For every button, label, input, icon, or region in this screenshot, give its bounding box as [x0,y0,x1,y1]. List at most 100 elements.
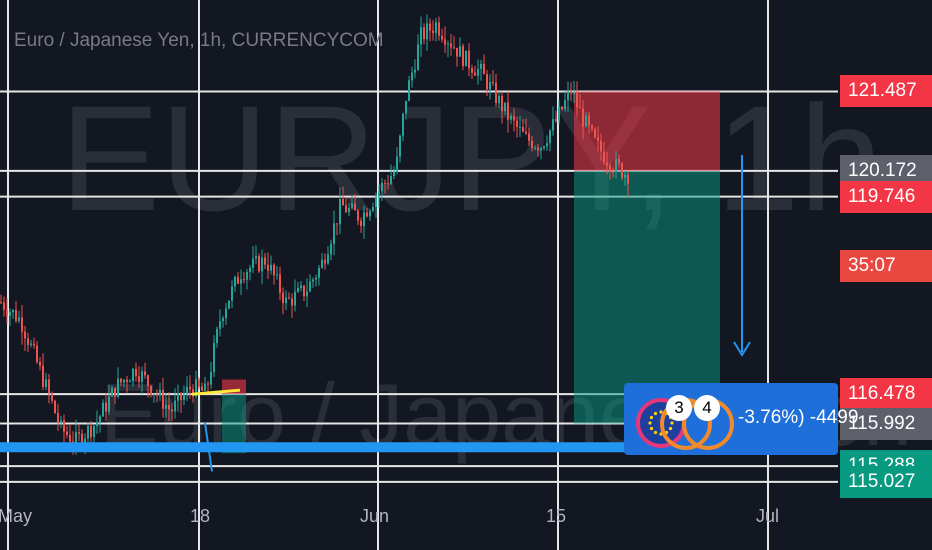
candle-body [132,369,134,382]
candle-body [357,210,359,221]
candle-body [540,148,542,151]
candle-body [621,163,623,178]
candle-body [456,47,458,57]
candle-body [66,431,68,435]
candle-body [285,297,287,304]
candle-body [519,126,521,128]
time-tick-label: May [0,506,33,526]
candle-body [546,143,548,147]
candle-body [348,207,350,213]
candle-body [63,420,65,432]
candle-body [228,300,230,309]
time-tick-label: Jun [360,506,390,526]
candle-body [60,420,62,423]
candle-body [162,389,164,409]
candle-body [36,345,38,362]
position-tools[interactable] [222,91,720,454]
candle-body [468,50,470,69]
chart-title: Euro / Japanese Yen, 1h, CURRENCYCOM [14,30,384,51]
candle-body [177,393,179,401]
candle-body [129,381,131,383]
candle-body [18,317,20,321]
candle-body [312,279,314,282]
candle-body [150,385,152,395]
candle-body [366,212,368,217]
candle-body [555,119,557,121]
candle-body [516,120,518,127]
candle-body [264,257,266,265]
candle-body [342,198,344,206]
candle-body [303,285,305,297]
candle-body [138,376,140,382]
time-tick-label: 15 [546,506,567,526]
price-label: 121.487 [840,75,932,108]
time-tick-label: Jul [756,506,780,526]
candle-body [474,72,476,76]
candle-body [498,95,500,103]
candle-body [387,183,389,185]
candle-body [249,267,251,273]
candle-body [375,196,377,207]
candle-body [273,264,275,276]
candle-body [81,433,83,445]
candle-body [522,126,524,132]
candle-body [591,125,593,129]
watermark-symbol: EURJPY, 1h [60,74,883,242]
candle-body [426,23,428,40]
support-line[interactable] [0,442,838,453]
candle-body [363,212,365,227]
candle-body [105,402,107,412]
candle-body [141,371,143,382]
candle-body [102,402,104,417]
eu-star [649,415,654,420]
candle-body [552,119,554,131]
candle-body [114,387,116,397]
avatar-count-b: 4 [694,395,720,421]
candle-body [225,308,227,319]
candle-body [171,409,173,412]
candle-body [588,115,590,126]
candle-body [93,426,95,438]
candle-body [120,378,122,383]
candle-body [111,387,113,397]
candle-body [57,413,59,423]
candle-body [213,343,215,372]
candle-body [510,115,512,120]
candle-body [195,379,197,397]
candle-body [246,272,248,280]
candle-body [333,223,335,244]
candle-body [87,425,89,439]
candle-body [543,146,545,149]
candle-body [30,343,32,345]
candle-body [609,165,611,172]
candle-body [48,379,50,394]
candle-body [309,281,311,292]
candle-body [414,69,416,73]
candle-body [234,276,236,287]
eu-star [653,411,658,416]
candle-body [411,72,413,81]
candle-body [243,279,245,281]
candle-body [99,416,101,423]
position-summary-text: -3.76%) -4499 [738,407,859,428]
candle-body [450,43,452,48]
arrow-head [733,341,751,357]
candle-body [408,80,410,101]
candle-body [279,274,281,293]
candle-body [606,162,608,166]
candle-body [573,93,575,95]
candle-body [168,404,170,410]
candle-body [159,389,161,396]
candle-body [222,318,224,322]
candle-body [147,375,149,386]
candle-body [336,223,338,225]
candle-body [267,264,269,271]
candle-body [189,386,191,390]
take-profit-zone [574,170,720,424]
price-label: 35:07 [840,249,932,282]
candle-body [276,274,278,276]
candle-body [477,68,479,76]
candle-body [600,140,602,152]
candle-body [315,277,317,280]
